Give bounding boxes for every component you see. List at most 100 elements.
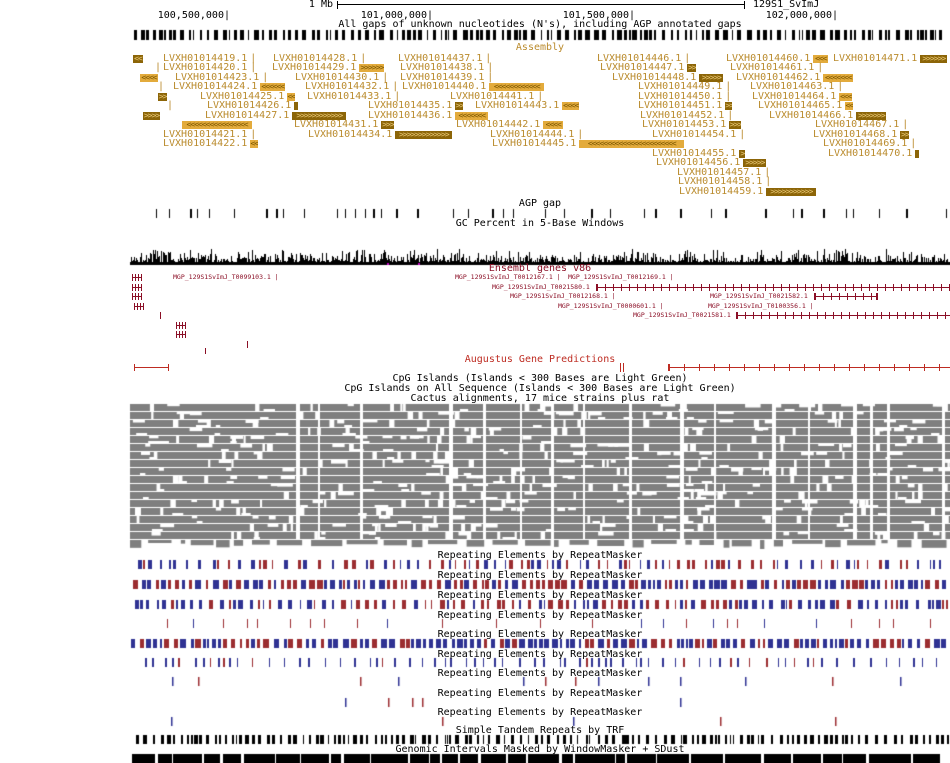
assembly-item[interactable]: LVXH01014463.1 |: [750, 81, 843, 92]
gene-tick[interactable]: [620, 363, 621, 372]
gene-tick[interactable]: [205, 348, 206, 354]
assembly-item[interactable]: LVXH01014435.1 >>: [368, 100, 464, 111]
assembly-item[interactable]: LVXH01014450.1 |: [638, 91, 731, 102]
assembly-item[interactable]: LVXH01014419.1 |: [163, 54, 256, 64]
assembly-item[interactable]: <<<<: [140, 74, 158, 82]
assembly-item-label[interactable]: LVXH01014444.1: [490, 129, 575, 140]
assembly-item-label[interactable]: LVXH01014449.1: [638, 81, 723, 92]
ensembl-transcript-label[interactable]: MGP_129S1SvImJ_T0000601.1 |: [558, 302, 664, 310]
assembly-item[interactable]: LVXH01014437.1 |: [398, 54, 491, 64]
assembly-item[interactable]: LVXH01014471.1 >>>>>>: [833, 53, 948, 64]
augustus-gene-structure[interactable]: [668, 364, 950, 371]
assembly-item[interactable]: LVXH01014462.1 <<<<<<<: [736, 73, 854, 83]
ensembl-transcript-structure[interactable]: [814, 293, 878, 300]
assembly-item-label[interactable]: LVXH01014456.1: [656, 157, 741, 168]
ensembl-gene-glyph[interactable]: [134, 303, 144, 310]
assembly-item[interactable]: LVXH01014445.1 <<<<<<<<<<<<<<<<<<<<<<<: [492, 138, 685, 149]
assembly-item[interactable]: >>>>: [143, 112, 160, 120]
assembly-item-label[interactable]: LVXH01014457.1: [677, 167, 762, 178]
assembly-item-label[interactable]: LVXH01014435.1: [368, 100, 453, 111]
gene-tick[interactable]: [247, 341, 248, 348]
ensembl-transcript-label[interactable]: MGP_129S1SvImJ_T0012169.1 |: [568, 273, 674, 281]
assembly-item[interactable]: LVXH01014455.1 >: [652, 148, 746, 159]
augustus-gene-left[interactable]: [134, 364, 169, 371]
assembly-item-label[interactable]: LVXH01014455.1: [652, 148, 737, 159]
assembly-item[interactable]: LVXH01014446.1 |: [597, 53, 690, 64]
assembly-item-label[interactable]: LVXH01014446.1: [597, 53, 682, 64]
ensembl-transcript-structure[interactable]: [736, 312, 950, 319]
assembly-item[interactable]: LVXH01014434.1 >>>>>>>>>>>>>: [308, 129, 453, 140]
assembly-item-label[interactable]: LVXH01014440.1: [402, 81, 487, 92]
assembly-item-label[interactable]: LVXH01014422.1: [163, 138, 248, 149]
assembly-item-label[interactable]: LVXH01014467.1: [815, 119, 900, 130]
assembly-item[interactable]: LVXH01014440.1 <<<<<<<<<<<<: [402, 81, 545, 92]
assembly-item-label[interactable]: LVXH01014451.1: [638, 100, 723, 111]
assembly-item-label[interactable]: LVXH01014434.1: [308, 129, 393, 140]
assembly-item[interactable]: LVXH01014458.1 |: [678, 176, 771, 187]
assembly-item[interactable]: <<: [133, 55, 143, 63]
assembly-item[interactable]: LVXH01014442.1 <<<<: [456, 119, 564, 130]
assembly-item-label[interactable]: LVXH01014459.1: [679, 186, 764, 197]
assembly-item[interactable]: LVXH01014470.1: [828, 149, 920, 159]
assembly-item-label[interactable]: LVXH01014458.1: [678, 176, 763, 187]
ensembl-transcript-label[interactable]: MGP_129S1SvImJ_T0021581.1: [633, 311, 731, 319]
assembly-item[interactable]: LVXH01014444.1 |: [490, 129, 583, 140]
assembly-item-label[interactable]: LVXH01014471.1: [833, 53, 918, 64]
ensembl-transcript-label[interactable]: MGP_129S1SvImJ_T0100356.1 |: [708, 302, 814, 310]
assembly-item[interactable]: LVXH01014425.1 <<: [200, 91, 296, 102]
assembly-item-label[interactable]: LVXH01014428.1: [273, 53, 358, 64]
gene-tick[interactable]: [623, 363, 624, 372]
assembly-item[interactable]: LVXH01014457.1 |: [677, 167, 770, 178]
assembly-item-label[interactable]: LVXH01014442.1: [456, 119, 541, 130]
assembly-item-label[interactable]: LVXH01014423.1: [175, 72, 260, 83]
assembly-item-label[interactable]: LVXH01014433.1: [307, 91, 392, 102]
assembly-item[interactable]: LVXH01014469.1 |: [823, 138, 916, 149]
assembly-item-label[interactable]: LVXH01014465.1: [758, 100, 843, 111]
assembly-item[interactable]: LVXH01014459.1 >>>>>>>>>>>: [679, 186, 817, 197]
assembly-item[interactable]: LVXH01014460.1 <<<: [726, 53, 829, 64]
assembly-item-label[interactable]: LVXH01014432.1: [305, 81, 390, 92]
assembly-item-label[interactable]: LVXH01014453.1: [642, 119, 727, 130]
assembly-item-label[interactable]: LVXH01014469.1: [823, 138, 908, 149]
assembly-item[interactable]: LVXH01014453.1 >>>: [642, 119, 742, 130]
assembly-item[interactable]: LVXH01014454.1 |: [652, 130, 745, 140]
ensembl-gene-glyph[interactable]: [132, 293, 142, 300]
assembly-item[interactable]: LVXH01014433.1 |: [307, 91, 400, 102]
assembly-item-label[interactable]: LVXH01014463.1: [750, 81, 835, 92]
assembly-item-label[interactable]: LVXH01014443.1: [475, 100, 560, 111]
assembly-item-label[interactable]: LVXH01014426.1: [207, 100, 292, 111]
assembly-item[interactable]: LVXH01014449.1 |: [638, 81, 731, 92]
ensembl-transcript-structure[interactable]: [596, 284, 950, 291]
assembly-item-label[interactable]: LVXH01014466.1: [769, 110, 854, 121]
assembly-item[interactable]: LVXH01014428.1 |: [273, 53, 366, 64]
assembly-item[interactable]: LVXH01014436.1 <<<<<<<: [368, 111, 489, 121]
assembly-item[interactable]: LVXH01014466.1 >>>>>>>: [769, 110, 887, 121]
assembly-item[interactable]: LVXH01014429.1 >>>>>>: [272, 63, 385, 73]
assembly-item[interactable]: LVXH01014422.1 <<: [163, 138, 259, 149]
assembly-item[interactable]: LVXH01014441.1 |: [450, 92, 543, 102]
assembly-item[interactable]: LVXH01014427.1 >>>>>>>>>>>>: [205, 111, 347, 121]
assembly-item-label[interactable]: LVXH01014464.1: [752, 91, 837, 102]
assembly-item[interactable]: LVXH01014438.1 |: [400, 63, 493, 73]
assembly-item-label[interactable]: LVXH01014420.1: [163, 62, 248, 73]
assembly-item-label[interactable]: LVXH01014445.1: [492, 138, 577, 149]
ensembl-transcript-label[interactable]: MGP_129S1SvImJ_T0021580.1: [492, 283, 590, 291]
assembly-item[interactable]: LVXH01014468.1 >>: [813, 130, 910, 140]
assembly-item-label[interactable]: LVXH01014452.1: [640, 110, 725, 121]
assembly-item[interactable]: |: [155, 63, 161, 73]
assembly-item-label[interactable]: LVXH01014439.1: [400, 72, 485, 83]
assembly-item-label[interactable]: LVXH01014450.1: [638, 91, 723, 102]
assembly-item-label[interactable]: LVXH01014425.1: [200, 91, 285, 102]
assembly-item-label[interactable]: LVXH01014447.1: [600, 62, 685, 73]
assembly-item[interactable]: LVXH01014431.1 >>>: [294, 120, 395, 130]
assembly-item[interactable]: LVXH01014424.1 <<<<<<: [173, 82, 286, 92]
assembly-item[interactable]: LVXH01014430.1 |: [295, 73, 388, 83]
assembly-item-label[interactable]: LVXH01014460.1: [726, 53, 811, 64]
assembly-item[interactable]: LVXH01014465.1 <<: [758, 100, 854, 111]
ensembl-transcript-label[interactable]: MGP_129S1SvImJ_T0021582.1: [710, 292, 808, 300]
assembly-item[interactable]: LVXH01014467.1 |: [815, 119, 908, 130]
assembly-item-label[interactable]: LVXH01014421.1: [163, 129, 248, 140]
gene-tick[interactable]: [160, 312, 161, 319]
assembly-item[interactable]: LVXH01014443.1 <<<<: [475, 100, 580, 111]
